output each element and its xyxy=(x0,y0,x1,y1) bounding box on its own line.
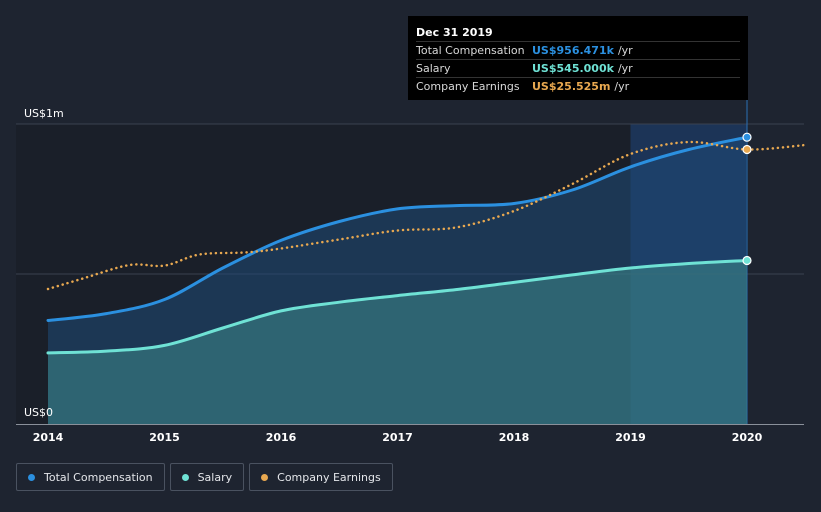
x-tick-label: 2019 xyxy=(615,431,646,444)
tooltip-value: US$545.000k xyxy=(532,62,614,75)
marker-total-compensation xyxy=(742,132,752,142)
line-company-earnings xyxy=(46,140,807,291)
tooltip-label: Total Compensation xyxy=(416,44,525,57)
x-tick-label: 2015 xyxy=(149,431,180,444)
x-tick-label: 2014 xyxy=(33,431,64,444)
marker-salary xyxy=(742,255,752,266)
x-tick-label: 2017 xyxy=(382,431,413,444)
tooltip-unit: /yr xyxy=(614,80,630,93)
tooltip-date: Dec 31 2019 xyxy=(416,26,493,39)
legend-dot-icon xyxy=(28,473,35,481)
tooltip-row-salary: Salary US$545.000k /yr xyxy=(416,59,740,77)
legend-label: Salary xyxy=(197,470,233,484)
tooltip-label: Salary xyxy=(416,62,451,75)
tooltip-unit: /yr xyxy=(617,44,633,57)
tooltip-unit: /yr xyxy=(617,62,633,75)
y-label-min: US$0 xyxy=(24,406,53,419)
tooltip-row-total-compensation: Total Compensation US$956.471k /yr xyxy=(416,41,740,59)
x-tick-label: 2018 xyxy=(499,431,530,444)
area-salary xyxy=(48,260,747,424)
legend-item-salary[interactable]: Salary xyxy=(169,463,245,491)
legend-label: Company Earnings xyxy=(277,470,381,484)
marker-company-earnings xyxy=(742,144,752,155)
legend-item-total-compensation[interactable]: Total Compensation xyxy=(16,463,165,491)
legend: Total Compensation Salary Company Earnin… xyxy=(16,463,393,491)
tooltip-value: US$25.525m xyxy=(532,80,611,93)
legend-dot-icon xyxy=(261,473,269,481)
legend-dot-icon xyxy=(181,473,189,481)
tooltip-row-company-earnings: Company Earnings US$25.525m /yr xyxy=(416,77,740,95)
line-total-compensation xyxy=(46,135,749,322)
legend-label: Total Compensation xyxy=(44,470,153,484)
y-label-max: US$1m xyxy=(24,107,64,120)
x-tick-label: 2020 xyxy=(732,431,763,444)
line-salary xyxy=(46,259,749,355)
legend-item-company-earnings[interactable]: Company Earnings xyxy=(249,463,393,491)
tooltip-value: US$956.471k xyxy=(532,44,614,57)
tooltip: Dec 31 2019 Total Compensation US$956.47… xyxy=(408,16,748,100)
tooltip-label: Company Earnings xyxy=(416,80,520,93)
x-tick-label: 2016 xyxy=(266,431,297,444)
